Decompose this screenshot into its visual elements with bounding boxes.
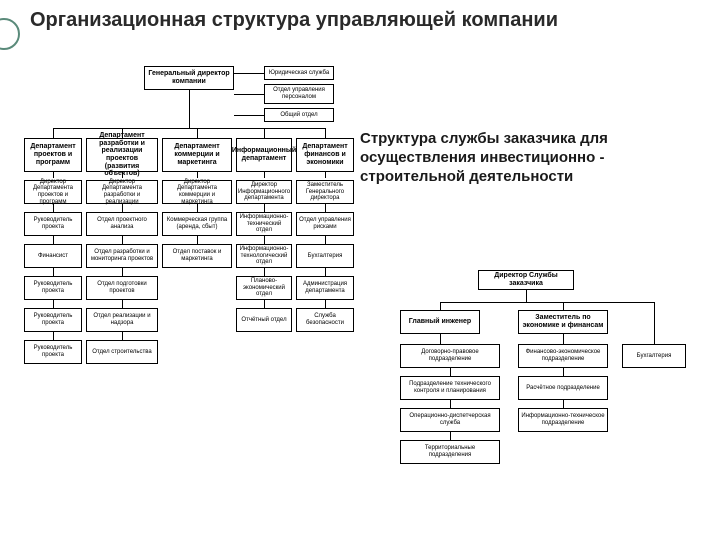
staff-box: Юридическая служба: [264, 66, 334, 80]
unit-box: Информационно-технологический отдел: [236, 244, 292, 268]
connector: [197, 204, 198, 212]
unit-box: Отдел строительства: [86, 340, 158, 364]
connector: [440, 302, 654, 303]
title-secondary: Структура службы заказчика для осуществл…: [360, 130, 690, 186]
connector: [122, 236, 123, 244]
connector: [122, 300, 123, 308]
connector: [450, 432, 451, 440]
connector: [53, 204, 54, 212]
connector: [189, 90, 190, 128]
connector: [197, 172, 198, 178]
connector: [563, 400, 564, 408]
connector: [563, 302, 564, 310]
right-col-box: Расчётное подразделение: [518, 376, 608, 400]
connector: [53, 172, 54, 178]
connector: [264, 300, 265, 308]
connector: [325, 204, 326, 212]
connector: [53, 268, 54, 276]
unit-box: Отдел подготовки проектов: [86, 276, 158, 300]
department-box: Департамент финансов и экономики: [296, 138, 354, 172]
org-chart-management-company: Генеральный директор компании Юридическая…: [24, 66, 364, 426]
unit-box: Бухгалтерия: [296, 244, 354, 268]
unit-box: Служба безопасности: [296, 308, 354, 332]
unit-box: Администрация департамента: [296, 276, 354, 300]
unit-box: Руководитель проекта: [24, 340, 82, 364]
connector: [450, 368, 451, 376]
unit-box: Информационно-технический отдел: [236, 212, 292, 236]
connector: [53, 332, 54, 340]
unit-box: Отдел реализации и надзора: [86, 308, 158, 332]
connector: [264, 172, 265, 178]
unit-box: Отдел управления рисками: [296, 212, 354, 236]
unit-box: Финансист: [24, 244, 82, 268]
unit-box: Отдел поставок и маркетинга: [162, 244, 232, 268]
connector: [654, 302, 655, 344]
connector: [325, 236, 326, 244]
connector: [563, 334, 564, 344]
unit-box: Заместитель Генерального директора: [296, 180, 354, 204]
unit-box: Директор Информационного департамента: [236, 180, 292, 204]
unit-box: Отчётный отдел: [236, 308, 292, 332]
connector: [264, 204, 265, 212]
staff-box: Отдел управления персоналом: [264, 84, 334, 104]
connector: [53, 236, 54, 244]
department-box: Информационный департамент: [236, 138, 292, 172]
left-col-box: Операционно-диспетчерская служба: [400, 408, 500, 432]
row1-box: Заместитель по экономике и финансам: [518, 310, 608, 334]
connector: [526, 290, 527, 302]
unit-box: Директор Департамента коммерции и маркет…: [162, 180, 232, 204]
connector: [53, 300, 54, 308]
connector: [53, 128, 54, 138]
connector: [53, 128, 325, 129]
org-chart-customer-service: Директор Службы заказчика Главный инженер…: [360, 270, 700, 530]
root-general-director: Генеральный директор компании: [144, 66, 234, 90]
unit-box: Директор Департамента проектов и програм…: [24, 180, 82, 204]
right-col-box: Финансово-экономическое подразделение: [518, 344, 608, 368]
row1-box: Главный инженер: [400, 310, 480, 334]
left-col-box: Подразделение технического контроля и пл…: [400, 376, 500, 400]
title-main: Организационная структура управляющей ко…: [30, 8, 558, 32]
connector: [122, 172, 123, 178]
connector: [197, 128, 198, 138]
connector: [450, 400, 451, 408]
department-box: Департамент коммерции и маркетинга: [162, 138, 232, 172]
unit-box: Отдел проектного анализа: [86, 212, 158, 236]
unit-box: Руководитель проекта: [24, 276, 82, 300]
unit-box: Отдел разработки и мониторинга проектов: [86, 244, 158, 268]
connector: [563, 368, 564, 376]
connector: [325, 300, 326, 308]
left-col-box: Договорно-правовое подразделение: [400, 344, 500, 368]
connector: [234, 115, 264, 116]
connector: [440, 334, 441, 344]
connector: [234, 94, 264, 95]
connector: [264, 268, 265, 276]
root-customer-director: Директор Службы заказчика: [478, 270, 574, 290]
staff-box: Общий отдел: [264, 108, 334, 122]
connector: [122, 204, 123, 212]
unit-box: Планово-экономический отдел: [236, 276, 292, 300]
connector: [325, 268, 326, 276]
right-col-box: Информационно-техническое подразделение: [518, 408, 608, 432]
unit-box: Руководитель проекта: [24, 212, 82, 236]
connector: [234, 73, 264, 74]
unit-box: Коммерческая группа (аренда, сбыт): [162, 212, 232, 236]
department-box: Департамент проектов и программ: [24, 138, 82, 172]
connector: [440, 302, 441, 310]
connector: [325, 128, 326, 138]
connector: [122, 268, 123, 276]
connector: [197, 236, 198, 244]
far-col-box: Бухгалтерия: [622, 344, 686, 368]
ring-decor: [0, 18, 20, 50]
department-box: Департамент разработки и реализации прое…: [86, 138, 158, 172]
connector: [325, 172, 326, 178]
unit-box: Директор Департамента разработки и реали…: [86, 180, 158, 204]
connector: [264, 236, 265, 244]
unit-box: Руководитель проекта: [24, 308, 82, 332]
left-col-box: Территориальные подразделения: [400, 440, 500, 464]
connector: [122, 332, 123, 340]
connector: [264, 128, 265, 138]
